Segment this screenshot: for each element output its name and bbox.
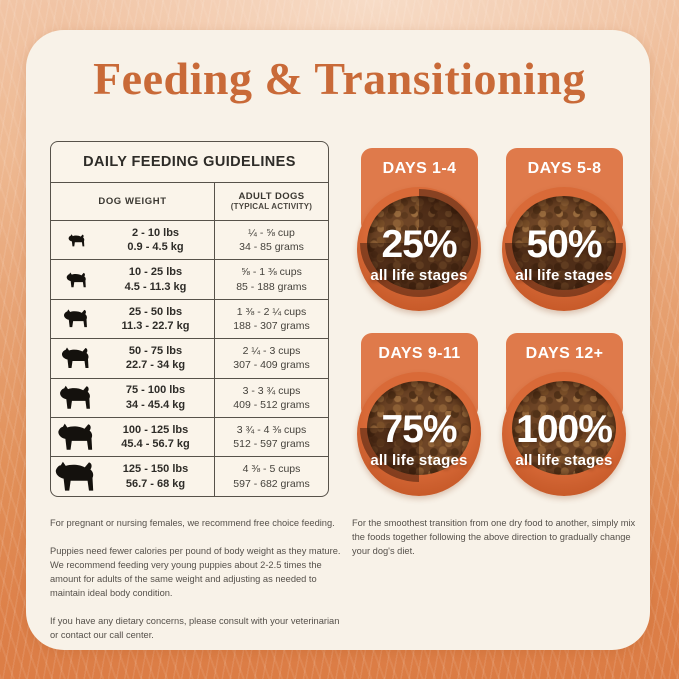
- kibble-bowl-icon: 50% all life stages: [502, 187, 626, 311]
- table-row: 10 - 25 lbs 4.5 - 11.3 kg ⅝ - 1 ⅜ cups 85 …: [51, 259, 328, 299]
- table-header-row: DOG WEIGHT ADULT DOGS (TYPICAL ACTIVITY): [51, 182, 328, 220]
- daily-feeding-guidelines-table: DAILY FEEDING GUIDELINES DOG WEIGHT ADUL…: [50, 141, 329, 497]
- dog-silhouette-icon: [51, 461, 103, 492]
- dog-silhouette-icon: [51, 234, 103, 247]
- life-stages-label: all life stages: [515, 266, 613, 284]
- percent-value: 50%: [526, 222, 602, 266]
- dog-silhouette-icon: [51, 272, 103, 288]
- feeding-notes: For pregnant or nursing females, we reco…: [50, 516, 350, 656]
- transition-step-4: DAYS 12+ 100% all life stages: [492, 327, 637, 512]
- table-row: 2 - 10 lbs 0.9 - 4.5 kg ¼ - ⅝ cup 34 - 85 …: [51, 220, 328, 260]
- transition-step-1: DAYS 1-4 25% all life stages: [347, 142, 492, 327]
- percent-value: 100%: [516, 407, 613, 451]
- note-pregnant: For pregnant or nursing females, we reco…: [50, 518, 335, 528]
- life-stages-label: all life stages: [370, 451, 468, 469]
- transition-note: For the smoothest transition from one dr…: [352, 518, 636, 556]
- life-stages-label: all life stages: [370, 266, 468, 284]
- note-puppies: Puppies need fewer calories per pound of…: [50, 546, 341, 598]
- table-row: 75 - 100 lbs 34 - 45.4 kg 3 - 3 ¾ cups 409…: [51, 377, 328, 417]
- dog-silhouette-icon: [51, 347, 103, 369]
- page-title: Feeding & Transitioning: [93, 53, 586, 104]
- transition-step-3: DAYS 9-11 75% all life stages: [347, 327, 492, 512]
- kibble-bowl-icon: 75% all life stages: [357, 372, 481, 496]
- note-dietary: If you have any dietary concerns, please…: [50, 616, 340, 640]
- table-title: DAILY FEEDING GUIDELINES: [83, 154, 296, 170]
- percent-value: 75%: [381, 407, 457, 451]
- percent-value: 25%: [381, 222, 457, 266]
- life-stages-label: all life stages: [515, 451, 613, 469]
- table-row: 25 - 50 lbs 11.3 - 22.7 kg 1 ⅜ - 2 ¼ cups…: [51, 298, 328, 339]
- kibble-bowl-icon: 100% all life stages: [502, 372, 626, 496]
- transition-diagram: DAYS 1-4 25% all life stages DAYS 5-8 50…: [347, 142, 637, 512]
- kibble-bowl-icon: 25% all life stages: [357, 187, 481, 311]
- table-row: 100 - 125 lbs 45.4 - 56.7 kg 3 ¾ - 4 ⅜ cu…: [51, 416, 328, 457]
- transition-step-2: DAYS 5-8 50% all life stages: [492, 142, 637, 327]
- dog-silhouette-icon: [51, 385, 103, 410]
- dog-silhouette-icon: [51, 309, 103, 328]
- table-row: 125 - 150 lbs 56.7 - 68 kg 4 ⅜ - 5 cups 59…: [51, 456, 328, 496]
- table-row: 50 - 75 lbs 22.7 - 34 kg 2 ¼ - 3 cups 307 …: [51, 338, 328, 378]
- dog-silhouette-icon: [51, 423, 103, 451]
- column-header-adult-dogs: ADULT DOGS (TYPICAL ACTIVITY): [214, 183, 328, 220]
- column-header-dog-weight: DOG WEIGHT: [98, 196, 167, 207]
